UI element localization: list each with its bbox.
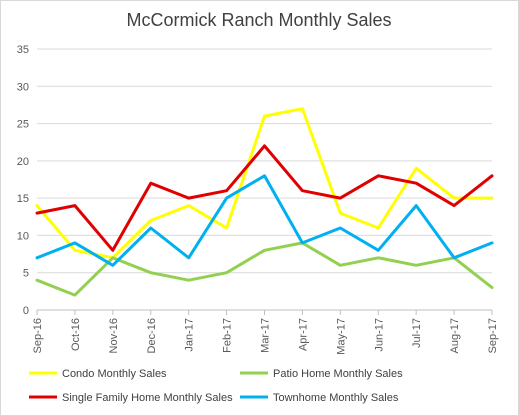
y-tick-label: 35 <box>17 44 29 56</box>
x-tick-label: Jun-17 <box>373 318 385 352</box>
legend: Condo Monthly Sales Patio Home Monthly Sa… <box>29 368 403 404</box>
x-tick-label: Sep-16 <box>32 318 44 353</box>
x-tick-label: Aug-17 <box>449 318 461 353</box>
y-tick-label: 10 <box>17 230 29 242</box>
x-tick-label: Feb-17 <box>222 318 234 353</box>
legend-label-single-family-home-monthly-sales: Single Family Home Monthly Sales <box>62 392 233 404</box>
x-tick-label: May-17 <box>335 318 347 355</box>
y-tick-label: 20 <box>17 156 29 168</box>
chart-title: McCormick Ranch Monthly Sales <box>126 10 391 30</box>
x-tick-label: Oct-16 <box>70 318 82 351</box>
x-tick-label: Mar-17 <box>260 318 272 353</box>
y-tick-label: 0 <box>23 305 29 317</box>
y-tick-label: 25 <box>17 119 29 131</box>
series-line-single-family-home-monthly-sales <box>35 144 494 252</box>
y-tick-label: 15 <box>17 193 29 205</box>
x-tick-label: Dec-16 <box>146 318 158 353</box>
legend-label-patio-home-monthly-sales: Patio Home Monthly Sales <box>273 368 403 380</box>
series-line-townhome-monthly-sales <box>35 174 494 267</box>
legend-label-condo-monthly-sales: Condo Monthly Sales <box>62 368 167 380</box>
gridlines <box>37 48 492 311</box>
x-tick-label: Sep-17 <box>487 318 499 353</box>
y-tick-label: 5 <box>23 268 29 280</box>
legend-label-townhome-monthly-sales: Townhome Monthly Sales <box>273 392 399 404</box>
y-tick-label: 30 <box>17 81 29 93</box>
x-tick-label: Jul-17 <box>411 318 423 348</box>
axes: 0 5 10 15 20 25 30 35 Sep-16 Oct-16 Nov-16 Dec-16 Ja… <box>17 44 499 355</box>
series-lines <box>35 107 494 297</box>
series-line-patio-home-monthly-sales <box>35 241 494 297</box>
x-tick-label: Nov-16 <box>108 318 120 353</box>
x-tick-label: Jan-17 <box>184 318 196 352</box>
x-tick-label: Apr-17 <box>297 318 309 351</box>
